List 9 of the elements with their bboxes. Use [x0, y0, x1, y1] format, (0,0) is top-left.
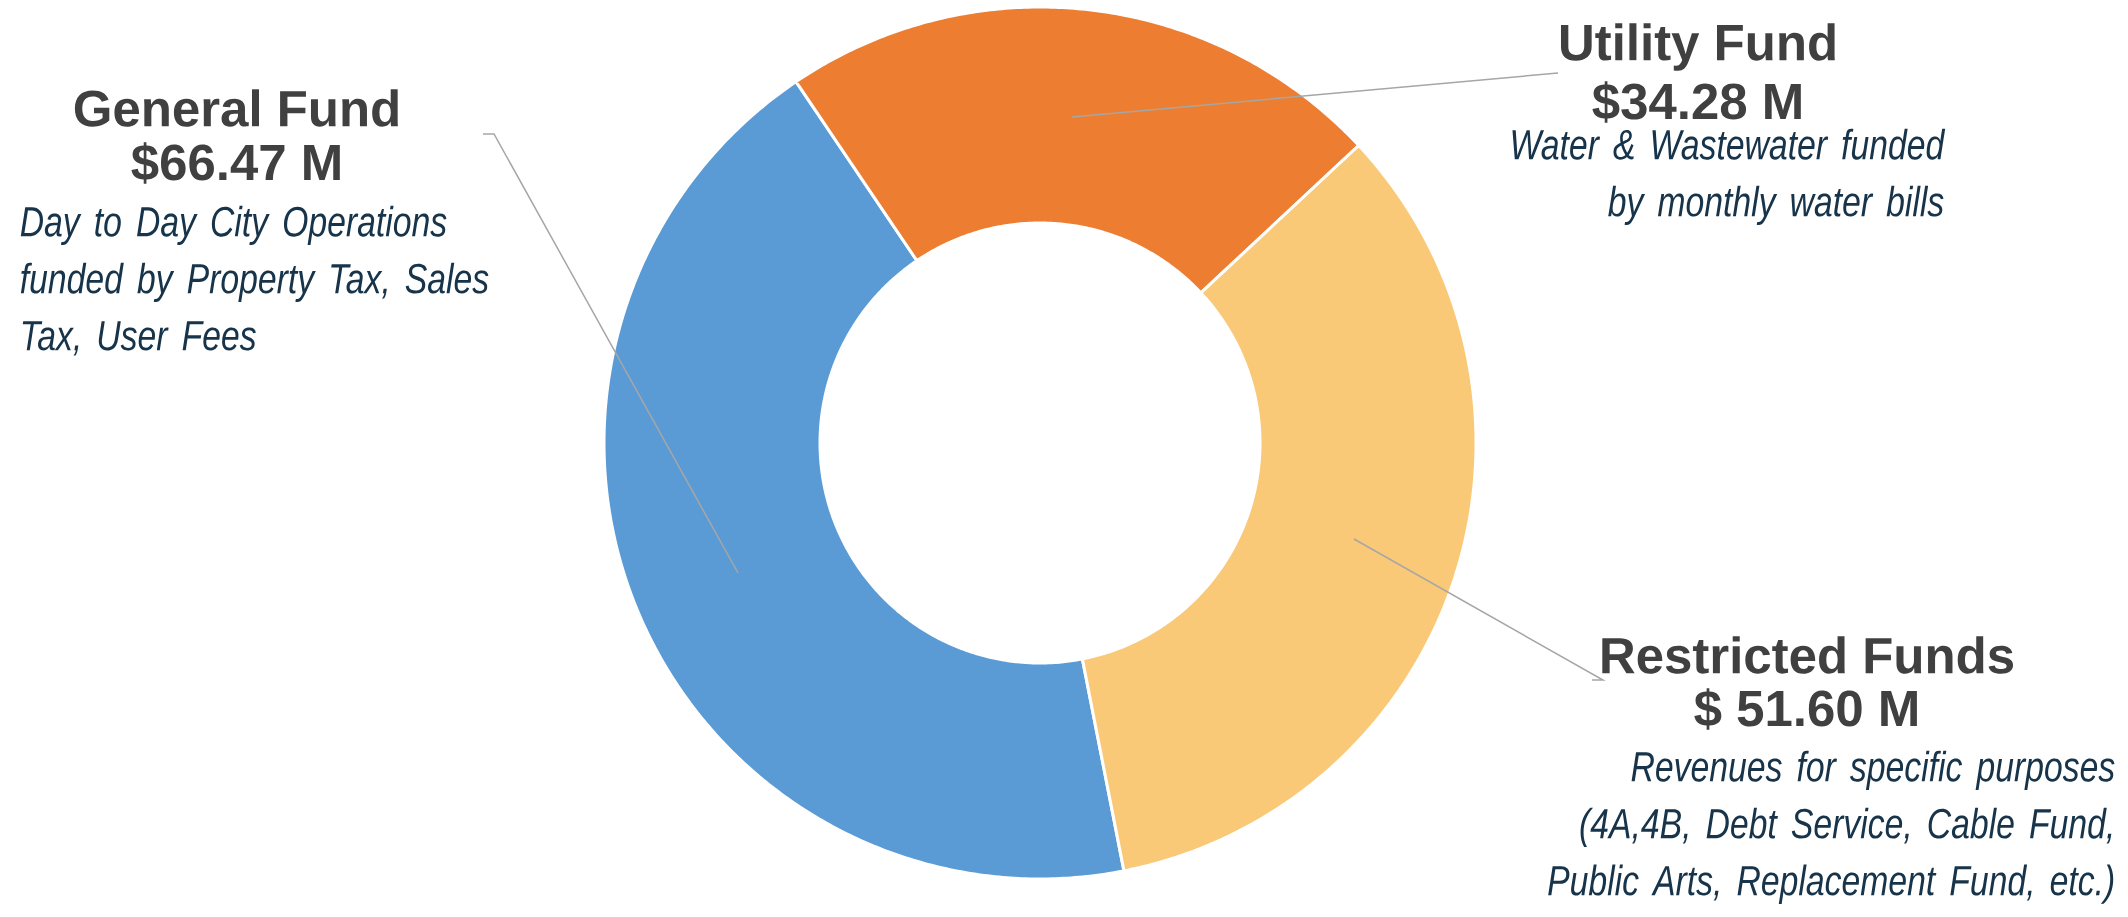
data-label: $66.47 M [131, 142, 340, 184]
data-label: $ 51.60 M [1694, 688, 1917, 730]
text: Day to Day City Operations funded by Property Tax, Sales Tax, User Fees [20, 205, 489, 356]
text: Water & Wastewater funded by monthly water bills [1512, 128, 1946, 225]
slice-label: Utility Fund [1560, 23, 1835, 71]
data-label: $34.28 M [1592, 81, 1801, 123]
slice-label: Restricted Funds [1602, 636, 2014, 674]
slice-label: General Fund [74, 89, 398, 127]
text: Revenues for specific purposes (4A,4B, Debt Service, Cable Fund, Public Arts, Replacement Fund, etc.) [1548, 750, 2115, 904]
